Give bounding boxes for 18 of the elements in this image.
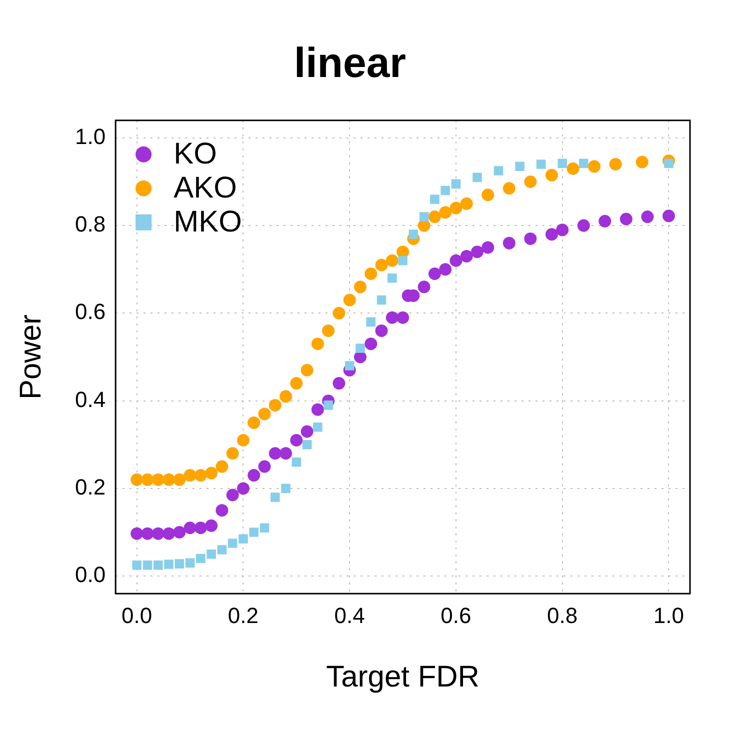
y-axis-title: Power <box>14 314 48 400</box>
x-tick-label: 0.4 <box>334 602 365 628</box>
chart-title: linear <box>294 38 406 86</box>
legend-label: AKO <box>174 172 237 205</box>
x-tick-label: 0.8 <box>547 602 578 628</box>
y-tick-label: 0.8 <box>74 212 106 237</box>
legend-label: KO <box>174 138 217 171</box>
y-tick-label: 0.4 <box>74 386 106 412</box>
legend-label: MKO <box>174 206 242 239</box>
x-tick-label: 1.0 <box>653 602 684 628</box>
y-tick-label: 0.0 <box>74 562 106 588</box>
x-axis-title: Target FDR <box>326 660 480 694</box>
y-tick-label: 1.0 <box>74 124 106 149</box>
x-tick-label: 0.0 <box>122 602 152 628</box>
y-tick-label: 0.6 <box>74 299 106 324</box>
y-tick-label: 0.2 <box>74 474 106 500</box>
x-tick-label: 0.2 <box>228 602 259 628</box>
x-tick-label: 0.6 <box>440 602 472 628</box>
